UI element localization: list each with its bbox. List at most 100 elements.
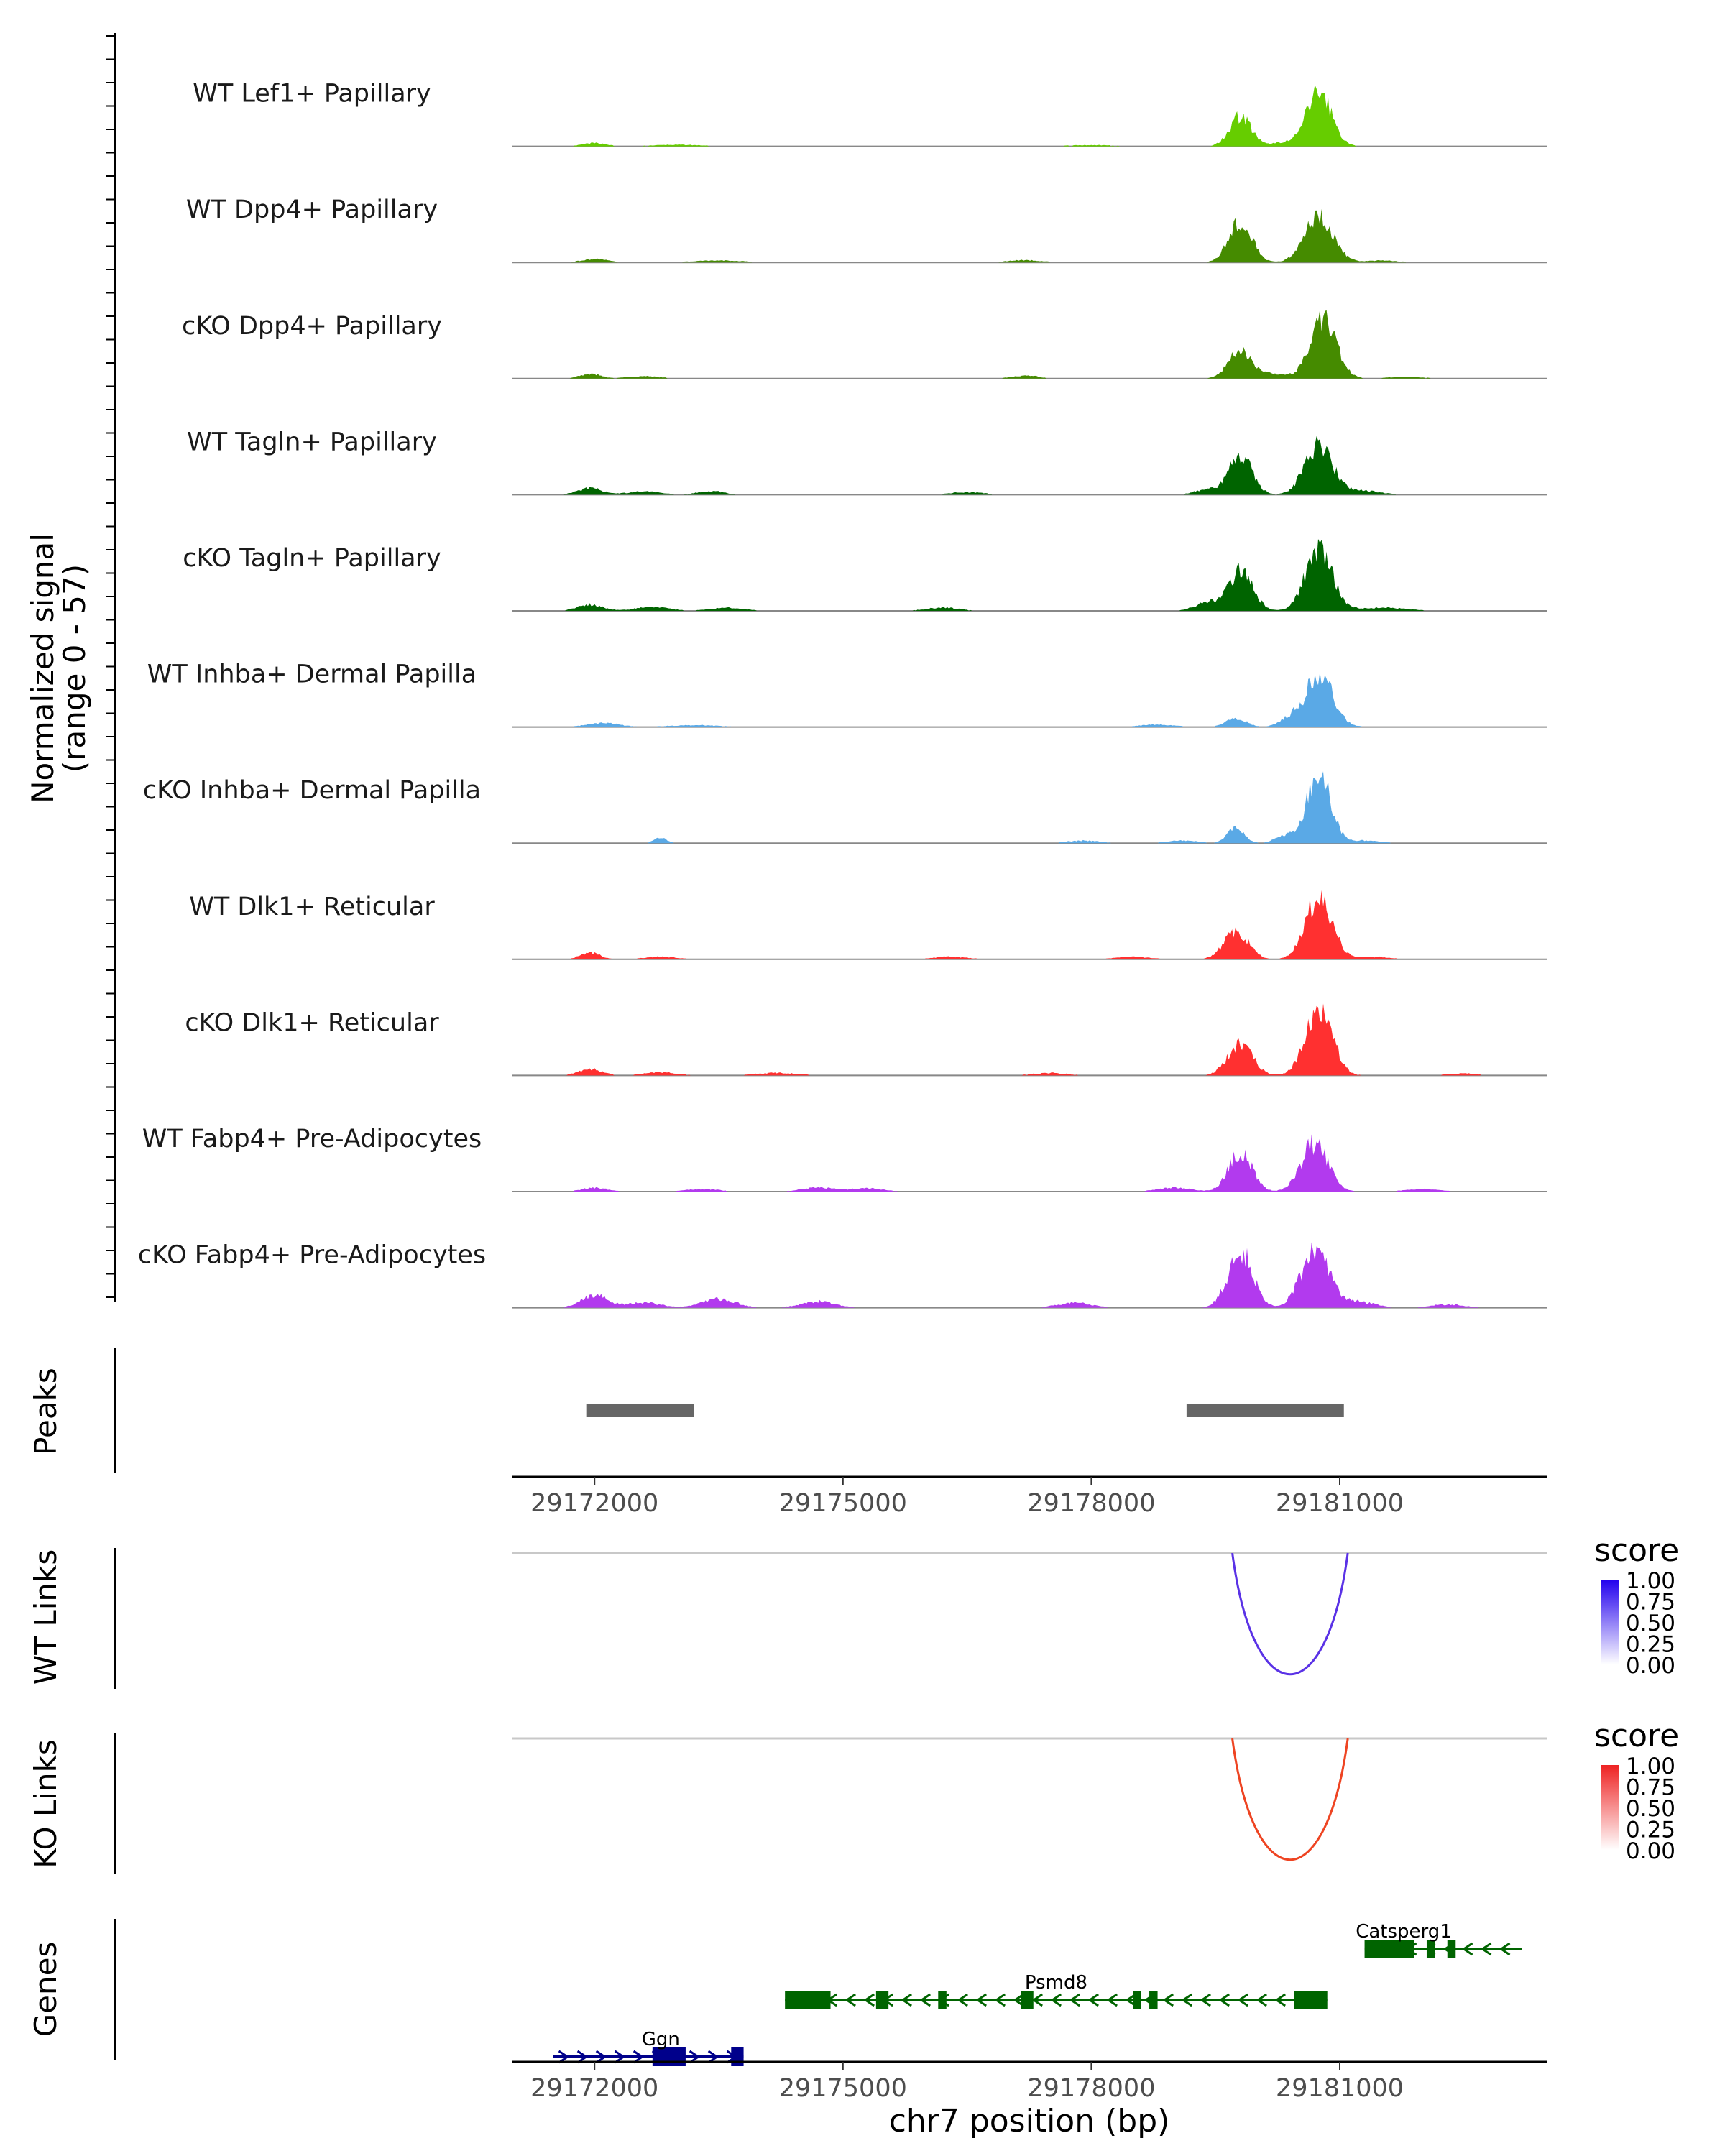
strand-chevron (1087, 1993, 1099, 2007)
coverage-area (561, 309, 1481, 379)
legend-tick-label: 0.00 (1626, 1653, 1675, 1679)
x-tick-label: 29172000 (530, 2074, 658, 2103)
gene-psmd8: Psmd8 (785, 1972, 1328, 2009)
signal-y-ticks (106, 35, 115, 1298)
x-tick-label: 29178000 (1027, 1489, 1155, 1518)
genes-track-label: Genes (28, 1942, 63, 2037)
track-label: cKO Inhba+ Dermal Papilla (143, 776, 481, 805)
gene-exon (938, 1991, 947, 2009)
gene-label: Ggn (642, 2029, 680, 2050)
ko-links-label: KO Links (28, 1739, 63, 1869)
track-7: cKO Inhba+ Dermal Papilla (143, 771, 1547, 844)
strand-chevron (845, 1993, 856, 2007)
gene-exon (1149, 1991, 1158, 2009)
track-label: WT Inhba+ Dermal Papilla (147, 660, 477, 689)
peaks-track-label: Peaks (28, 1368, 63, 1455)
track-5: cKO Tagln+ Papillary (183, 539, 1547, 612)
track-label: cKO Dlk1+ Reticular (185, 1008, 439, 1037)
track-1: WT Lef1+ Papillary (193, 80, 1547, 147)
gene-exon (1133, 1991, 1141, 2009)
strand-chevron (1237, 1993, 1248, 2007)
legend-tick-label: 0.25 (1626, 1632, 1675, 1658)
gene-catsperg1: Catsperg1 (1356, 1921, 1522, 1958)
strand-chevron (1069, 1993, 1080, 2007)
track-8: WT Dlk1+ Reticular (189, 890, 1547, 960)
peak-region (586, 1404, 694, 1417)
strand-chevron (576, 2050, 589, 2064)
coverage-area (561, 85, 1481, 147)
strand-chevron (1218, 1993, 1230, 2007)
link-arc (1231, 1738, 1349, 1861)
x-tick-label: 29175000 (779, 1489, 907, 1518)
gene-exon (1447, 1940, 1456, 1958)
gene-models: Catsperg1 Psmd8 Ggn (553, 1921, 1522, 2066)
x-tick-label: 29181000 (1276, 2074, 1404, 2103)
track-label: WT Fabp4+ Pre-Adipocytes (142, 1125, 482, 1153)
strand-chevron (1106, 1993, 1118, 2007)
legend-tick-label: 0.25 (1626, 1818, 1675, 1843)
gene-exon (1426, 1940, 1435, 1958)
strand-chevron (1461, 1942, 1473, 1956)
strand-chevron (1274, 1993, 1286, 2007)
x-tick-label: 29172000 (530, 1489, 658, 1518)
strand-chevron (1181, 1993, 1192, 2007)
wt-links (512, 1552, 1547, 1676)
strand-chevron (1256, 1993, 1267, 2007)
legend-tick-label: 1.00 (1626, 1754, 1675, 1779)
legend-tick-label: 0.50 (1626, 1796, 1675, 1822)
track-2: WT Dpp4+ Papillary (186, 195, 1547, 264)
track-label: cKO Tagln+ Papillary (183, 544, 441, 573)
gene-exon (1294, 1991, 1328, 2009)
strand-chevron (1050, 1993, 1062, 2007)
track-label: cKO Fabp4+ Pre-Adipocytes (138, 1241, 486, 1270)
track-11: cKO Fabp4+ Pre-Adipocytes (138, 1241, 1547, 1309)
legend-tick-label: 0.00 (1626, 1838, 1675, 1864)
peak-regions (586, 1404, 1344, 1417)
strand-chevron (707, 2050, 719, 2064)
coverage-area (561, 1003, 1481, 1076)
track-3: cKO Dpp4+ Papillary (182, 309, 1547, 379)
gene-label: Catsperg1 (1356, 1921, 1452, 1943)
strand-chevron (919, 1993, 931, 2007)
coverage-area (561, 1242, 1481, 1308)
track-6: WT Inhba+ Dermal Papilla (147, 660, 1547, 728)
legend-colorbar (1601, 1580, 1619, 1664)
x-axis-title: chr7 position (bp) (889, 2103, 1170, 2139)
coverage-area (561, 1134, 1481, 1192)
gene-exon (731, 2047, 744, 2066)
strand-chevron (689, 2050, 701, 2064)
track-label: WT Dlk1+ Reticular (189, 893, 435, 921)
gene-exon (875, 1991, 889, 2009)
track-label: WT Tagln+ Papillary (187, 428, 437, 456)
strand-chevron (1013, 1993, 1024, 2007)
strand-chevron (1162, 1993, 1174, 2007)
signal-y-axis-label-line2: (range 0 - 57) (57, 564, 92, 773)
strand-chevron (1200, 1993, 1211, 2007)
strand-chevron (595, 2050, 607, 2064)
strand-chevron (1499, 1942, 1511, 1956)
coverage-tracks: WT Lef1+ Papillary WT Dpp4+ Papillary cKO … (138, 80, 1547, 1309)
legend-tick-label: 0.75 (1626, 1775, 1675, 1801)
legend-tick-label: 0.50 (1626, 1611, 1675, 1636)
legend-tick-label: 0.75 (1626, 1590, 1675, 1616)
track-label: WT Dpp4+ Papillary (186, 195, 438, 224)
legend-title: score (1594, 1532, 1679, 1569)
gene-label: Psmd8 (1025, 1972, 1087, 1994)
ko-links (512, 1737, 1547, 1861)
strand-chevron (901, 1993, 912, 2007)
coverage-area (561, 436, 1481, 495)
coverage-area (561, 208, 1481, 263)
strand-chevron (994, 1993, 1006, 2007)
track-10: WT Fabp4+ Pre-Adipocytes (142, 1125, 1547, 1192)
legend-tick-label: 1.00 (1626, 1568, 1675, 1594)
strand-chevron (957, 1993, 968, 2007)
track-label: WT Lef1+ Papillary (193, 80, 431, 109)
strand-chevron (975, 1993, 987, 2007)
strand-chevron (1031, 1993, 1043, 2007)
gene-exon (652, 2047, 686, 2066)
track-4: WT Tagln+ Papillary (187, 428, 1547, 496)
